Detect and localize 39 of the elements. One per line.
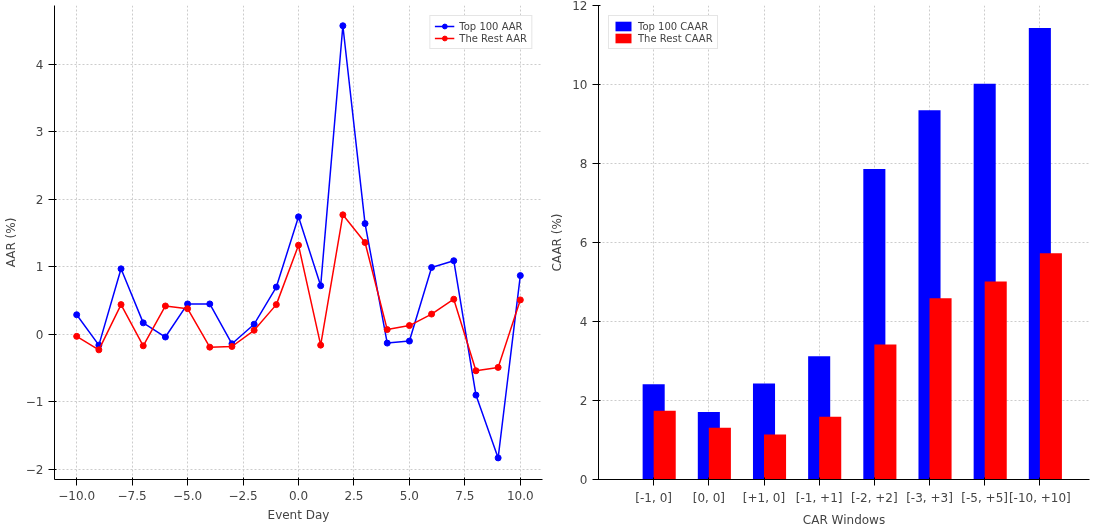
legend-label: Top 100 AAR <box>459 20 523 32</box>
legend-label: The Rest AAR <box>459 32 527 44</box>
y-tick-label: −2 <box>25 462 44 477</box>
y-tick-label: 4 <box>35 57 44 72</box>
legend-label: The Rest CAAR <box>638 32 713 44</box>
x-tick-label: −2.5 <box>228 488 258 503</box>
y-tick-label: 0 <box>35 327 44 342</box>
y-tick-label: 3 <box>35 125 44 140</box>
legend-label: Top 100 CAAR <box>638 20 709 32</box>
x-tick-label: 5.0 <box>399 488 419 503</box>
x-axis-title: CAR Windows <box>802 512 886 527</box>
x-tick-label: −10.0 <box>58 488 96 503</box>
x-tick-label: 2.5 <box>344 488 364 503</box>
x-tick-label: −5.0 <box>173 488 203 503</box>
y-tick-label: 6 <box>579 236 588 250</box>
y-tick-label: 12 <box>572 0 588 13</box>
x-tick-label: −7.5 <box>117 488 147 503</box>
x-tick-label: 0.0 <box>288 488 309 503</box>
y-tick-label: 2 <box>35 192 44 207</box>
y-tick-label: 4 <box>579 315 588 329</box>
y-tick-label: 1 <box>35 260 44 275</box>
x-tick-label: [+1, 0] <box>742 490 786 505</box>
x-tick-label: [-5, +5] <box>961 490 1009 505</box>
x-tick-label: [-1, 0] <box>635 490 672 505</box>
x-tick-label: [-2, +2] <box>851 490 898 505</box>
x-tick-label: 10.0 <box>506 488 534 503</box>
x-tick-label: [0, 0] <box>692 490 725 505</box>
x-axis-title: Event Day <box>267 507 330 522</box>
x-tick-label: 7.5 <box>455 488 475 503</box>
x-tick-label: [-3, +3] <box>906 490 953 505</box>
y-tick-label: 10 <box>572 78 588 92</box>
x-tick-label: [-10, +10] <box>1008 490 1071 505</box>
y-axis-title: AAR (%) <box>3 217 18 268</box>
y-tick-label: 0 <box>579 473 588 487</box>
x-tick-label: [-1, +1] <box>795 490 843 505</box>
y-tick-label: 8 <box>579 157 588 171</box>
y-tick-label: −1 <box>25 395 44 410</box>
y-axis-title: CAAR (%) <box>550 213 565 272</box>
y-tick-label: 2 <box>579 394 588 408</box>
